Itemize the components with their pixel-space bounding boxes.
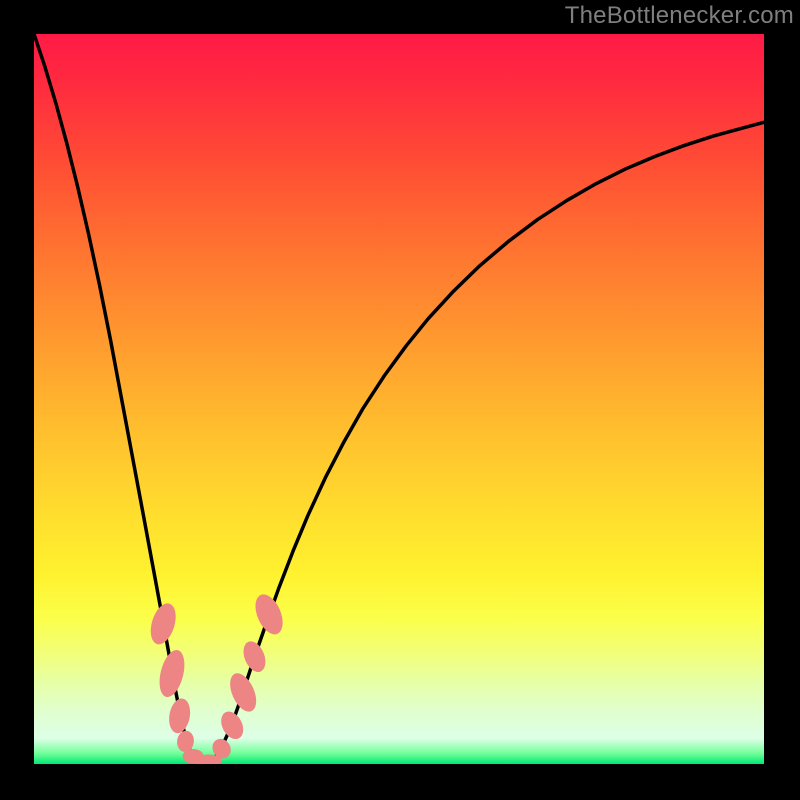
chart-plot-area: [34, 34, 764, 764]
chart-background: [34, 34, 764, 764]
chart-svg: [34, 34, 764, 764]
canvas-stage: TheBottlenecker.com: [0, 0, 800, 800]
watermark-text: TheBottlenecker.com: [565, 0, 794, 31]
